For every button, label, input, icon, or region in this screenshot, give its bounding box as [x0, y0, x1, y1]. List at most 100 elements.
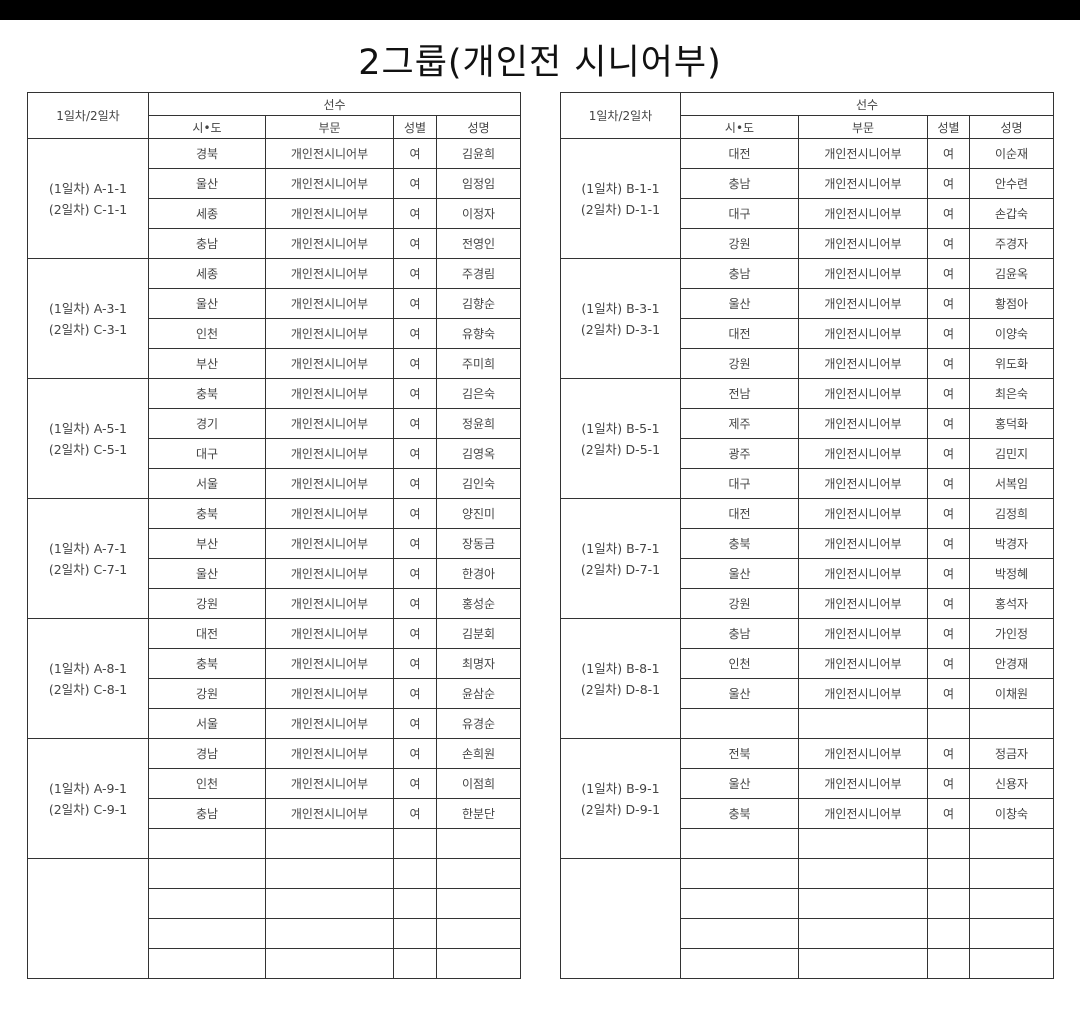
header-gender: 성별 [393, 115, 437, 139]
name-cell: 김민지 [968, 438, 1055, 469]
gender-cell: 여 [393, 228, 437, 259]
group-label-line: (2일차) C-8-1 [48, 681, 128, 697]
division-cell [798, 858, 928, 889]
name-cell [968, 888, 1055, 919]
division-cell: 개인전시니어부 [798, 258, 928, 289]
name-cell: 정윤희 [435, 408, 522, 439]
table-row: 강원 개인전시니어부 여 홍석자 [561, 588, 1055, 619]
group-label-line: (1일차) B-7-1 [581, 540, 660, 556]
group-label [560, 858, 681, 979]
table-row: 충남 개인전시니어부 여 한분단 [28, 798, 522, 829]
name-cell: 임정임 [435, 168, 522, 199]
division-cell: 개인전시니어부 [798, 768, 928, 799]
gender-cell: 여 [393, 558, 437, 589]
name-cell: 이정자 [435, 198, 522, 229]
header-division: 부문 [265, 115, 394, 139]
region-cell: 서울 [148, 708, 266, 739]
table-row: 울산 개인전시니어부 여 황점아 [561, 288, 1055, 319]
region-cell: 강원 [680, 348, 799, 379]
name-cell: 홍석자 [968, 588, 1055, 619]
group-label: (1일차) A-5-1 (2일차) C-5-1 [27, 378, 149, 499]
group-label-line: (1일차) A-8-1 [49, 660, 127, 676]
group-label-line: (2일차) D-7-1 [580, 561, 661, 577]
name-cell [968, 708, 1055, 739]
name-cell [968, 948, 1055, 979]
division-cell: 개인전시니어부 [265, 228, 394, 259]
table-row: 대전 개인전시니어부 여 이양숙 [561, 318, 1055, 349]
region-cell: 충남 [680, 618, 799, 649]
name-cell: 김윤희 [435, 138, 522, 169]
group-label-line: (1일차) A-1-1 [49, 180, 127, 196]
table-row: (1일차) A-5-1 (2일차) C-5-1 충북 개인전시니어부 여 김은숙 [27, 378, 522, 499]
group-label-line: (2일차) D-8-1 [580, 681, 661, 697]
name-cell: 김윤옥 [968, 258, 1055, 289]
group-label: (1일차) A-9-1 (2일차) C-9-1 [27, 738, 149, 859]
division-cell: 개인전시니어부 [265, 138, 394, 169]
gender-cell: 여 [927, 558, 970, 589]
division-cell: 개인전시니어부 [798, 408, 928, 439]
group-label-line: (1일차) A-9-1 [49, 780, 127, 796]
gender-cell [927, 888, 970, 919]
region-cell: 강원 [148, 588, 266, 619]
region-cell: 전남 [680, 378, 799, 409]
group-label-line: (1일차) B-3-1 [581, 300, 660, 316]
group-label-line: (1일차) A-3-1 [49, 300, 127, 316]
division-cell [265, 948, 394, 979]
gender-cell: 여 [393, 408, 437, 439]
division-cell: 개인전시니어부 [265, 348, 394, 379]
division-cell: 개인전시니어부 [265, 588, 394, 619]
name-cell: 안수련 [968, 168, 1055, 199]
table-row: 부산 개인전시니어부 여 장동금 [28, 528, 522, 559]
gender-cell: 여 [927, 648, 970, 679]
group-label-line: (1일차) A-5-1 [49, 420, 127, 436]
header-row: 1일차/2일차 선수 [27, 92, 522, 139]
division-cell [798, 828, 928, 859]
division-cell [265, 828, 394, 859]
header-day: 1일차/2일차 [560, 92, 681, 139]
table-row: 충북 개인전시니어부 여 최명자 [28, 648, 522, 679]
region-cell: 강원 [148, 678, 266, 709]
table-row: (1일차) B-8-1 (2일차) D-8-1 충남 개인전시니어부 여 가인정 [560, 618, 1055, 739]
header-region: 시•도 [680, 115, 799, 139]
region-cell: 충북 [148, 498, 266, 529]
region-cell: 대구 [148, 438, 266, 469]
table-row: 세종 개인전시니어부 여 이정자 [28, 198, 522, 229]
header-name: 성명 [968, 115, 1055, 139]
table-row [561, 918, 1055, 949]
division-cell [798, 708, 928, 739]
name-cell: 김분회 [435, 618, 522, 649]
table-row: (1일차) A-8-1 (2일차) C-8-1 대전 개인전시니어부 여 김분회 [27, 618, 522, 739]
roster-table-right: 1일차/2일차 선수 시•도 부문 성별 성명 (1일차) B-1-1 (2일차) D-1-1… [560, 92, 1055, 979]
gender-cell: 여 [927, 198, 970, 229]
region-cell: 광주 [680, 438, 799, 469]
gender-cell: 여 [927, 138, 970, 169]
gender-cell [393, 828, 437, 859]
group-label-line: (2일차) C-3-1 [48, 321, 128, 337]
group-label-line: (2일차) D-1-1 [580, 201, 661, 217]
region-cell [680, 918, 799, 949]
group-label: (1일차) A-8-1 (2일차) C-8-1 [27, 618, 149, 739]
region-cell: 충북 [148, 648, 266, 679]
roster-table-left: 1일차/2일차 선수 시•도 부문 성별 성명 (1일차) A-1-1 (2일차) C-1-1… [27, 92, 522, 979]
division-cell: 개인전시니어부 [265, 528, 394, 559]
gender-cell [927, 918, 970, 949]
region-cell: 울산 [148, 558, 266, 589]
name-cell: 서복임 [968, 468, 1055, 499]
gender-cell: 여 [393, 648, 437, 679]
region-cell: 울산 [680, 768, 799, 799]
gender-cell: 여 [927, 768, 970, 799]
gender-cell: 여 [393, 348, 437, 379]
division-cell: 개인전시니어부 [265, 558, 394, 589]
table-row: (1일차) A-3-1 (2일차) C-3-1 세종 개인전시니어부 여 주경림 [27, 258, 522, 379]
table-row [27, 858, 522, 979]
division-cell: 개인전시니어부 [265, 168, 394, 199]
region-cell: 대전 [680, 138, 799, 169]
division-cell: 개인전시니어부 [798, 528, 928, 559]
table-row: 인천 개인전시니어부 여 이점희 [28, 768, 522, 799]
name-cell: 황점아 [968, 288, 1055, 319]
region-cell [680, 888, 799, 919]
region-cell: 서울 [148, 468, 266, 499]
division-cell: 개인전시니어부 [265, 408, 394, 439]
gender-cell: 여 [927, 348, 970, 379]
gender-cell: 여 [927, 498, 970, 529]
